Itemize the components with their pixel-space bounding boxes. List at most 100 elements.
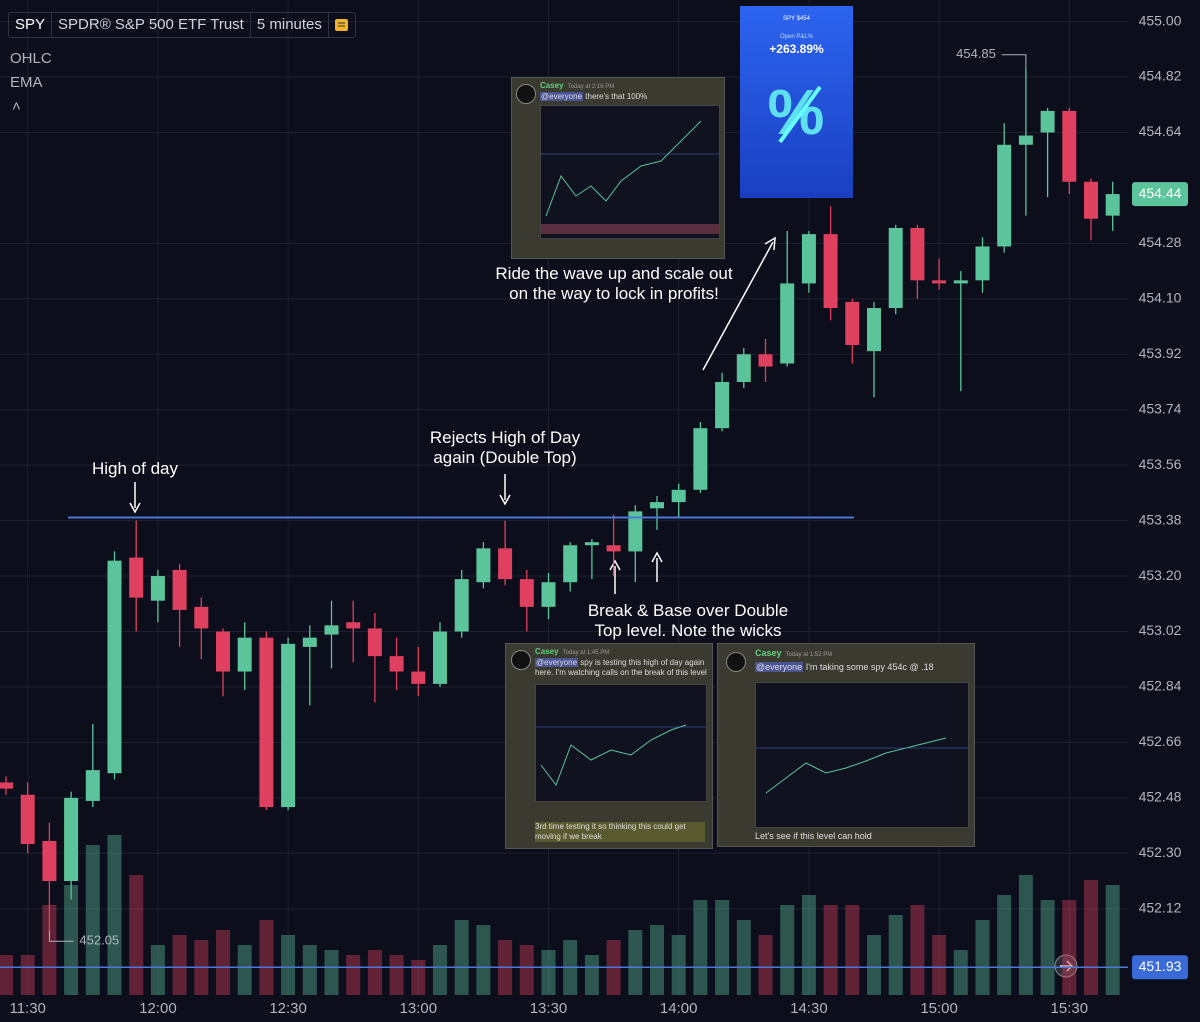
volume-bar — [281, 935, 296, 995]
author: Casey — [755, 648, 782, 658]
candle-body — [736, 354, 751, 382]
volume-bar — [1105, 885, 1120, 995]
volume-bar — [693, 900, 708, 995]
candle-body — [953, 280, 968, 284]
mini-chart — [535, 684, 707, 802]
symbol-header[interactable]: SPY SPDR® S&P 500 ETF Trust 5 minutes — [8, 12, 356, 38]
low-marker — [48, 930, 74, 942]
y-tick-label: 454.28 — [1139, 234, 1182, 250]
candle-body — [454, 579, 469, 632]
time: Today at 1:45 PM — [562, 650, 610, 656]
candle-body — [823, 234, 838, 309]
volume-bar — [932, 935, 947, 995]
message: spy is testing this high of day again he… — [535, 658, 707, 677]
volume-bar — [216, 930, 230, 995]
pnl-card: SPY $454 Open P&L% +263.89% % — [740, 6, 853, 198]
candle-body — [433, 631, 447, 684]
candle-body — [411, 671, 426, 684]
y-tick-label: 452.30 — [1139, 844, 1182, 860]
candle-body — [1018, 135, 1033, 145]
mention: @everyone — [755, 662, 804, 672]
y-tick-label: 455.00 — [1139, 12, 1182, 28]
candle-body — [932, 280, 947, 284]
annotation: Ride the wave up and scale out on the wa… — [495, 264, 733, 303]
volume-bar — [758, 935, 773, 995]
indicator-ema[interactable]: EMA — [10, 74, 43, 91]
volume-bar — [367, 950, 382, 995]
reply: 3rd time testing it so thinking this cou… — [535, 822, 705, 842]
volume-bar — [650, 925, 664, 995]
candle-body — [606, 545, 621, 552]
candle-body — [498, 548, 513, 580]
x-tick-label: 14:30 — [790, 1000, 828, 1017]
volume-bar — [389, 955, 404, 995]
x-tick-label: 15:30 — [1051, 1000, 1089, 1017]
author: Casey — [540, 81, 564, 90]
volume-bar — [715, 900, 730, 995]
volume-bar — [736, 920, 751, 995]
volume-bar — [259, 920, 274, 995]
candle-body — [85, 770, 100, 801]
volume-bar — [823, 905, 838, 995]
volume-bar — [150, 945, 165, 995]
message: I'm taking some spy 454c @ .18 — [805, 662, 934, 672]
volume-bar — [953, 950, 968, 995]
annotation: High of day — [92, 459, 178, 478]
volume-bar — [801, 895, 816, 995]
scroll-icon — [1060, 960, 1074, 972]
volume-bar — [845, 905, 860, 995]
volume-bar — [628, 930, 643, 995]
arrow-head — [764, 236, 776, 251]
volume-bar — [910, 905, 925, 995]
candle-body — [758, 354, 773, 367]
volume-bar — [541, 950, 556, 995]
message: there's that 100% — [585, 92, 648, 101]
volume-bar — [1062, 900, 1077, 995]
volume-bar — [107, 835, 122, 995]
y-tick-label: 453.02 — [1139, 622, 1182, 638]
candle-body — [671, 489, 686, 503]
price-tag-label: 451.93 — [1139, 958, 1182, 974]
candle-body — [129, 557, 144, 598]
arrow-head — [499, 494, 511, 506]
candle-body — [975, 246, 990, 281]
candle-body — [216, 631, 230, 672]
candle-body — [888, 227, 903, 309]
volume-bar — [584, 955, 599, 995]
arrow-head — [129, 502, 141, 514]
x-tick-label: 13:00 — [400, 1000, 438, 1017]
symbol-name: SPDR® S&P 500 ETF Trust — [52, 13, 251, 37]
y-tick-label: 453.38 — [1139, 511, 1182, 527]
annotation: Rejects High of Day again (Double Top) — [429, 428, 581, 467]
volume-bar — [172, 935, 187, 995]
high-marker — [1001, 54, 1027, 68]
y-tick-label: 453.74 — [1139, 400, 1182, 416]
volume-bar — [324, 950, 339, 995]
x-tick-label: 13:30 — [530, 1000, 568, 1017]
y-tick-label: 454.82 — [1139, 68, 1182, 84]
candle-body — [0, 782, 13, 789]
x-tick-label: 15:00 — [920, 1000, 958, 1017]
volume-bar — [454, 920, 469, 995]
volume-bar — [1018, 875, 1033, 995]
volume-bar — [42, 905, 57, 995]
candle-body — [997, 144, 1012, 247]
mini-chart — [540, 105, 720, 239]
indicator-ohlc[interactable]: OHLC — [10, 50, 52, 67]
y-tick-label: 453.92 — [1139, 345, 1182, 361]
y-tick-label: 452.12 — [1139, 899, 1182, 915]
card-value: +263.89% — [769, 42, 824, 56]
collapse-icon[interactable]: ˄ — [12, 98, 21, 115]
candle-body — [281, 643, 296, 808]
volume-bar — [780, 905, 795, 995]
annotation: Break & Base over Double Top level. Note… — [587, 601, 789, 640]
candle-body — [324, 625, 339, 635]
volume-bar — [1040, 900, 1055, 995]
mention: @everyone — [540, 92, 584, 101]
mini-chart — [755, 682, 969, 828]
author: Casey — [535, 647, 559, 656]
reply: Let's see if this level can hold — [755, 831, 872, 841]
volume-bar — [671, 935, 686, 995]
candle-body — [584, 542, 599, 546]
